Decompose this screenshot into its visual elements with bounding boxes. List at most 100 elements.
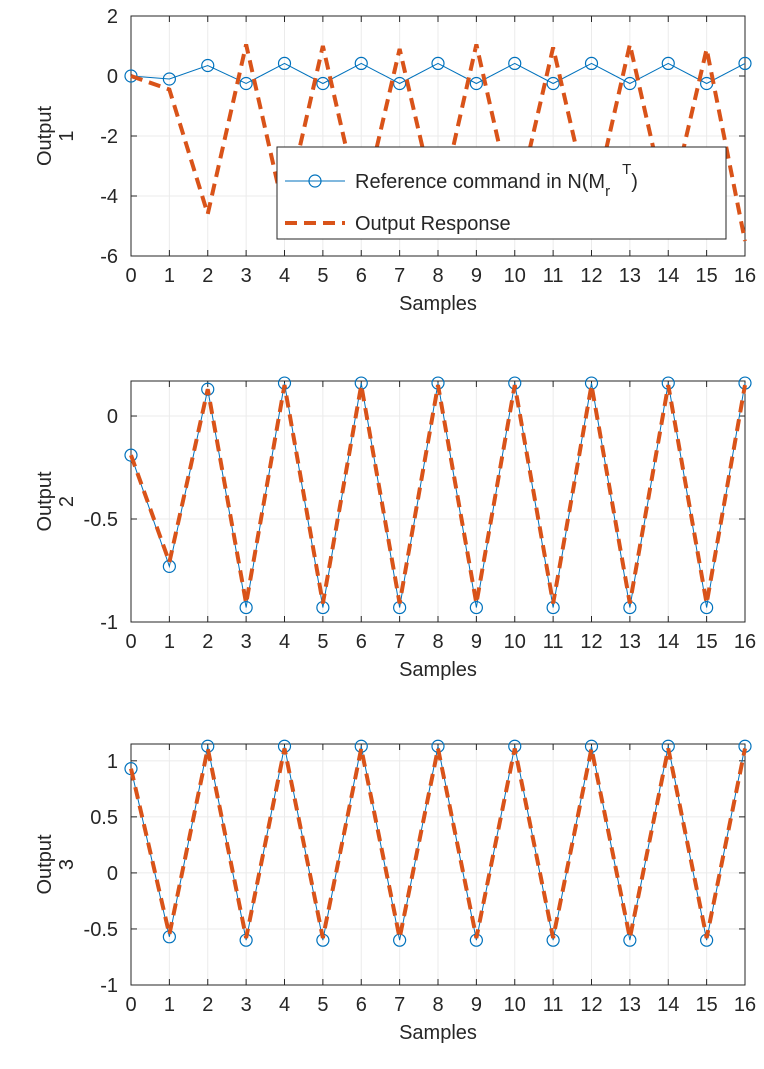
x-tick-label: 8 — [432, 631, 443, 653]
legend-reference-label: Reference command in N(MrT) — [355, 161, 638, 200]
legend-reference-text: Reference command in N(M — [355, 171, 605, 193]
x-tick-label: 8 — [432, 994, 443, 1016]
x-tick-label: 5 — [317, 994, 328, 1016]
reference-series-point — [354, 56, 368, 71]
x-axis-label: Samples — [399, 293, 477, 315]
y-axis-label-line1: Output — [34, 471, 56, 531]
x-tick-label: 16 — [734, 265, 756, 287]
x-tick-label: 2 — [202, 265, 213, 287]
reference-series-point — [584, 56, 599, 71]
x-tick-label: 8 — [432, 265, 443, 287]
x-tick-label: 9 — [471, 265, 482, 287]
x-tick-label: 12 — [580, 631, 602, 653]
reference-series-point — [469, 76, 483, 91]
reference-series-point — [162, 72, 176, 86]
reference-series-point — [124, 448, 138, 462]
y-tick-label: -6 — [100, 246, 118, 268]
x-tick-label: 2 — [202, 994, 213, 1016]
reference-series-point — [239, 600, 253, 615]
x-tick-label: 6 — [356, 994, 367, 1016]
x-tick-label: 4 — [279, 265, 290, 287]
x-tick-label: 14 — [657, 265, 679, 287]
y-tick-label: -2 — [100, 126, 118, 148]
x-tick-label: 1 — [164, 994, 175, 1016]
x-tick-label: 7 — [394, 631, 405, 653]
reference-series-point — [201, 58, 215, 73]
reference-series-point — [623, 76, 637, 91]
reference-series-point — [508, 56, 522, 71]
y-tick-label: -1 — [100, 612, 118, 634]
y-tick-label: 0 — [107, 406, 118, 428]
reference-series-point — [431, 56, 445, 71]
x-tick-label: 12 — [580, 265, 602, 287]
x-tick-label: 11 — [543, 631, 564, 653]
x-tick-label: 4 — [279, 631, 290, 653]
reference-series-point — [546, 76, 560, 91]
y-axis-label-line2: 3 — [56, 859, 78, 870]
y-tick-label: -0.5 — [84, 919, 118, 941]
reference-series-point — [738, 56, 752, 71]
x-tick-label: 16 — [734, 994, 756, 1016]
chart-panel-2: 0 1 2 3 4 5 6 7 8 9 10 11 12 13 14 15 16-1-0.50SamplesOu… — [34, 376, 756, 681]
x-tick-label: 4 — [279, 994, 290, 1016]
x-tick-label: 16 — [734, 631, 756, 653]
x-tick-label: 0 — [125, 994, 136, 1016]
x-tick-label: 0 — [125, 631, 136, 653]
y-axis-label-line2: 2 — [56, 496, 78, 507]
x-tick-label: 10 — [504, 631, 526, 653]
x-tick-label: 0 — [125, 265, 136, 287]
x-axis-label: Samples — [399, 1022, 477, 1044]
x-tick-label: 6 — [356, 265, 367, 287]
x-tick-label: 3 — [241, 631, 252, 653]
x-tick-label: 3 — [241, 265, 252, 287]
reference-series-point — [661, 56, 675, 71]
x-tick-label: 2 — [202, 631, 213, 653]
x-tick-label: 13 — [619, 994, 641, 1016]
x-tick-label: 3 — [241, 994, 252, 1016]
x-tick-label: 15 — [696, 631, 718, 653]
x-tick-label: 15 — [696, 265, 718, 287]
y-tick-label: 0 — [107, 66, 118, 88]
y-axis-label-line2: 1 — [56, 130, 78, 141]
legend-reference-close: ) — [631, 171, 638, 193]
x-tick-label: 5 — [317, 265, 328, 287]
response-series-line — [129, 384, 747, 604]
x-tick-label: 10 — [504, 994, 526, 1016]
x-tick-label: 14 — [657, 994, 679, 1016]
x-tick-label: 1 — [164, 631, 175, 653]
y-tick-label: 0 — [107, 863, 118, 885]
response-series-line — [129, 748, 747, 939]
legend-reference-subscript: r — [605, 183, 610, 200]
legend-reference-marker — [308, 174, 322, 188]
legend-reference-superscript: T — [622, 161, 631, 178]
x-tick-label: 14 — [657, 631, 679, 653]
y-tick-label: 0.5 — [90, 807, 118, 829]
x-tick-label: 12 — [580, 994, 602, 1016]
reference-series-point — [700, 600, 714, 615]
reference-series-point — [469, 600, 483, 615]
y-tick-label: -4 — [100, 186, 118, 208]
reference-series-point — [277, 56, 292, 71]
x-tick-label: 6 — [356, 631, 367, 653]
x-tick-label: 13 — [619, 631, 641, 653]
legend: Reference command in N(MrT) Output Respon… — [276, 146, 727, 240]
x-tick-label: 7 — [394, 265, 405, 287]
legend-response-label: Output Response — [355, 213, 511, 235]
reference-series-line — [130, 62, 746, 85]
legend-box — [276, 146, 727, 240]
x-axis-label: Samples — [399, 659, 477, 681]
y-tick-label: -1 — [100, 975, 118, 997]
y-axis-label-line1: Output — [34, 106, 56, 166]
x-tick-label: 11 — [543, 265, 564, 287]
x-tick-label: 5 — [317, 631, 328, 653]
y-tick-label: 1 — [107, 751, 118, 773]
x-tick-label: 13 — [619, 265, 641, 287]
reference-series-point — [316, 76, 330, 91]
reference-series-point — [239, 76, 253, 91]
x-tick-label: 9 — [471, 631, 482, 653]
x-tick-label: 11 — [543, 994, 564, 1016]
y-tick-label: -0.5 — [84, 509, 118, 531]
y-tick-label: 2 — [107, 6, 118, 28]
x-tick-label: 15 — [696, 994, 718, 1016]
